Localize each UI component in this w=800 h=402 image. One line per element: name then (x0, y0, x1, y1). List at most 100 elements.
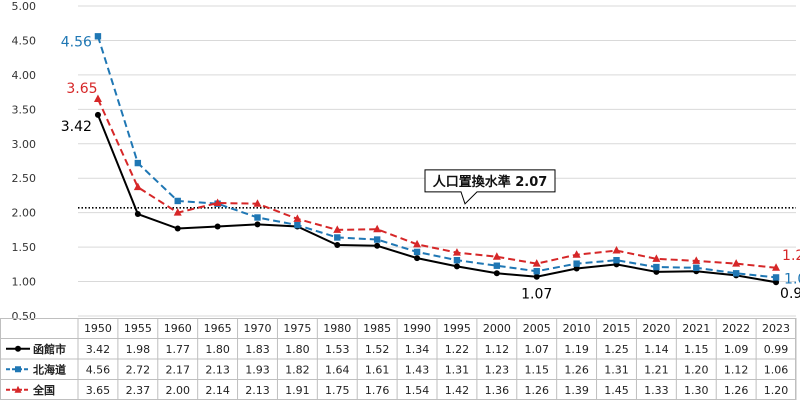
table-cell: 1.26 (564, 363, 589, 376)
data-point (453, 257, 461, 264)
gridlines (78, 5, 796, 317)
legend-label: 北海道 (33, 362, 66, 376)
x-tick-label: 1950 (84, 322, 112, 335)
data-label: 1.20 (782, 248, 800, 264)
table-cell: 1.82 (285, 363, 310, 376)
data-label: 3.65 (66, 81, 97, 97)
reference-line-group: 人口置換水準 2.07 (78, 169, 796, 209)
table-cell: 1.98 (126, 343, 151, 356)
data-point (294, 221, 301, 229)
y-tick-label: 1.00 (12, 276, 37, 289)
data-point (732, 270, 740, 277)
data-point (413, 239, 422, 248)
table-cell: 1.07 (524, 343, 549, 356)
data-point (414, 255, 421, 262)
table-cell: 1.09 (724, 343, 749, 356)
table-cell: 1.45 (604, 384, 629, 397)
series-line-0 (97, 114, 777, 284)
data-label: 1.06 (784, 271, 800, 287)
data-point (93, 94, 102, 102)
data-point (772, 274, 780, 281)
table-cell: 2.37 (126, 384, 151, 397)
data-point (533, 268, 540, 275)
table-cell: 1.77 (165, 343, 190, 356)
series-line-2 (97, 98, 777, 269)
data-point (572, 250, 581, 258)
table-cell: 4.56 (86, 363, 111, 376)
table-cell: 1.83 (245, 343, 270, 356)
data-point (373, 224, 382, 233)
x-tick-label: 2023 (762, 322, 790, 335)
legend-label: 全国 (32, 383, 55, 397)
table-cell: 1.21 (644, 363, 669, 376)
data-label: 4.56 (61, 34, 92, 50)
data-point (94, 33, 102, 40)
y-tick-label: 1.50 (12, 241, 37, 254)
data-point (133, 182, 142, 191)
x-tick-label: 2015 (603, 322, 631, 335)
x-tick-label: 2021 (682, 322, 710, 335)
y-tick-label: 3.50 (12, 103, 37, 116)
data-point (333, 225, 342, 233)
data-point (772, 263, 781, 271)
table-cell: 1.52 (365, 343, 390, 356)
y-axis-ticks: 0.50 1.00 1.50 2.00 2.50 3.00 3.50 4.00 4.50 5.00 (12, 0, 37, 323)
x-tick-label: 2022 (722, 322, 750, 335)
data-point (613, 257, 620, 264)
table-cell: 1.20 (684, 363, 709, 376)
table-cell: 2.17 (165, 363, 190, 376)
data-point (653, 268, 660, 275)
reference-line-label: 人口置換水準 2.07 (433, 174, 548, 190)
y-tick-label: 0.50 (12, 310, 37, 323)
data-point (413, 248, 421, 256)
data-point (293, 214, 302, 222)
legend-marker (15, 345, 21, 352)
reference-line-callout (424, 169, 556, 205)
table-cell: 3.42 (86, 343, 111, 356)
data-point (174, 197, 181, 205)
x-tick-label: 1985 (363, 322, 391, 335)
x-tick-label: 1990 (403, 322, 431, 335)
legend-label: 函館市 (33, 342, 66, 356)
series-line-1 (96, 36, 777, 279)
table-cell: 1.26 (524, 384, 549, 397)
data-point (453, 263, 460, 270)
data-point (253, 199, 262, 207)
x-tick-label: 2020 (642, 322, 670, 335)
data-label: 1.07 (521, 287, 552, 303)
data-point (493, 270, 500, 277)
table-cell: 3.65 (86, 384, 111, 397)
table-cell: 1.15 (684, 343, 709, 356)
x-tick-label: 1965 (204, 322, 232, 335)
table-cell: 1.75 (325, 384, 350, 397)
data-point (213, 198, 222, 207)
y-tick-label: 2.50 (12, 172, 37, 185)
table-cell: 1.12 (485, 343, 510, 356)
table-cell: 1.15 (524, 363, 549, 376)
data-point (254, 214, 261, 221)
table-cell: 1.31 (445, 363, 470, 376)
y-tick-label: 3.00 (12, 138, 37, 151)
x-tick-label: 1975 (283, 322, 311, 335)
data-table: 1950 1955 1960 1965 1970 1975 1980 1985 1990 1995… (0, 318, 797, 400)
table-cell: 1.64 (325, 363, 350, 376)
table-cell: 1.54 (405, 384, 430, 397)
y-tick-label: 2.00 (12, 207, 37, 220)
table-cell: 1.36 (485, 384, 510, 397)
table-cell: 1.93 (245, 363, 270, 376)
data-point (493, 262, 501, 269)
table-cell: 1.14 (644, 343, 669, 356)
table-cell: 1.91 (285, 384, 310, 397)
table-cell: 2.13 (245, 384, 270, 397)
table-cell: 2.72 (126, 363, 151, 376)
data-point (612, 246, 621, 254)
table-cell: 1.80 (285, 343, 310, 356)
data-point (374, 242, 381, 249)
table-cell: 1.42 (445, 384, 470, 397)
table-cell: 1.43 (405, 363, 430, 376)
table-cell: 1.22 (445, 343, 470, 356)
x-tick-label: 1995 (443, 322, 471, 335)
table-cell: 1.23 (485, 363, 510, 376)
x-tick-label: 1980 (323, 322, 351, 335)
